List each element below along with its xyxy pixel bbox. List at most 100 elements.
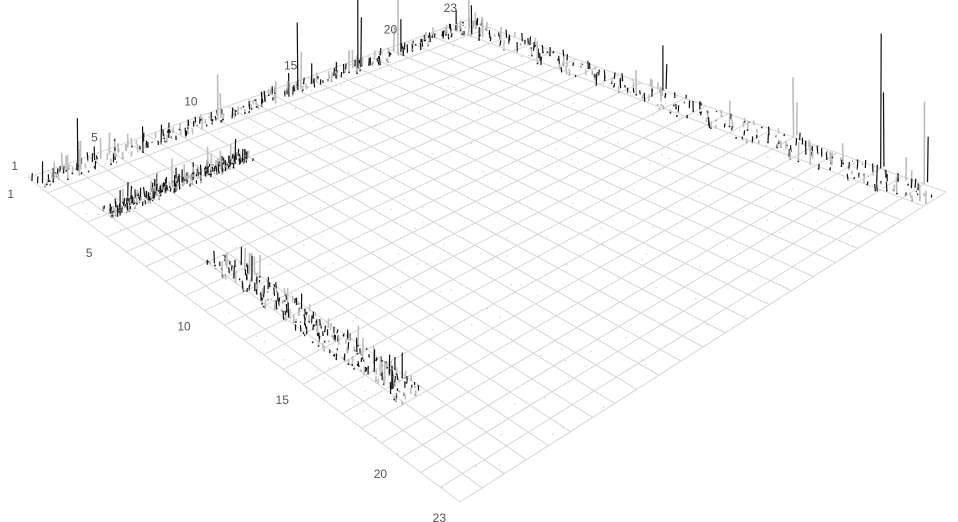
peak-band-1-dot bbox=[686, 116, 688, 119]
surface-dot bbox=[431, 328, 434, 331]
peak-band-1-mark bbox=[723, 123, 726, 128]
peak-band-2-dot bbox=[162, 187, 165, 189]
peak-band-0-dot bbox=[95, 158, 98, 161]
peak-band-1-dot bbox=[708, 126, 711, 129]
peak-band-2-dot bbox=[153, 198, 156, 200]
surface-dot bbox=[741, 210, 744, 212]
peak-band-3-mark bbox=[394, 375, 396, 383]
surface-dot bbox=[506, 236, 508, 239]
surface-dot bbox=[229, 115, 231, 117]
peak-band-1-mark bbox=[598, 69, 600, 76]
surface-dot bbox=[394, 175, 396, 177]
peak-band-0-mark bbox=[179, 129, 182, 136]
peak-band-2-dot bbox=[210, 173, 213, 176]
peak-band-3-mark bbox=[351, 356, 354, 366]
peak-band-1-dot bbox=[507, 42, 510, 45]
surface-dot bbox=[819, 233, 822, 236]
peak-band-2-mark bbox=[252, 158, 254, 162]
peak-band-0-dot bbox=[67, 168, 70, 170]
y-tick-label: 5 bbox=[86, 246, 93, 260]
peak-band-1-mark bbox=[885, 181, 888, 191]
peak-band-1-dot bbox=[817, 168, 820, 170]
peak-band-0-mark bbox=[257, 104, 260, 110]
peak-band-1-mark bbox=[897, 178, 899, 183]
peak-band-1-mark bbox=[841, 143, 844, 164]
peak-band-2-mark bbox=[130, 186, 133, 199]
peak-band-0-mark bbox=[184, 127, 187, 137]
peak-band-0-mark bbox=[442, 30, 445, 39]
peak-band-0-dot bbox=[459, 27, 462, 30]
peak-band-2-dot bbox=[172, 181, 174, 184]
peak-band-1-dot bbox=[788, 155, 790, 158]
peak-band-1-dot bbox=[825, 158, 828, 160]
peak-band-2-dot bbox=[224, 169, 227, 172]
peak-band-1-dot bbox=[562, 64, 565, 67]
peak-band-1-dot bbox=[478, 39, 480, 41]
peak-band-0-dot bbox=[330, 80, 333, 83]
peak-band-2-dot bbox=[165, 190, 168, 193]
peak-band-0-dot bbox=[449, 31, 452, 34]
surface-dot bbox=[676, 144, 679, 146]
peak-band-1-dot bbox=[847, 179, 849, 182]
y-tick-label: 20 bbox=[374, 467, 388, 481]
surface-dot bbox=[602, 406, 605, 409]
peak-band-1-dot bbox=[720, 115, 723, 117]
peak-band-0-dot bbox=[194, 122, 197, 124]
surface-dot bbox=[323, 267, 325, 269]
peak-band-1-mark bbox=[876, 184, 878, 192]
peak-band-3-dot bbox=[331, 335, 334, 338]
peak-band-1-dot bbox=[677, 111, 680, 114]
peak-band-1-dot bbox=[924, 202, 927, 204]
peak-band-2-dot bbox=[149, 193, 151, 196]
surface-dot bbox=[766, 301, 768, 303]
peak-band-3-mark bbox=[288, 308, 291, 316]
peak-band-0-dot bbox=[44, 186, 46, 188]
peak-band-0-dot bbox=[170, 137, 173, 139]
surface-dot bbox=[332, 262, 334, 264]
peak-band-0-dot bbox=[441, 34, 444, 37]
surface-dot bbox=[625, 336, 627, 339]
peak-band-0-dot bbox=[254, 99, 257, 102]
surface-dot bbox=[450, 289, 453, 291]
surface-dot bbox=[791, 188, 794, 190]
peak-band-1-dot bbox=[804, 152, 807, 155]
peak-band-2-dot bbox=[159, 194, 162, 197]
surface-dot bbox=[359, 160, 362, 162]
peak-band-3-dot bbox=[327, 340, 330, 343]
peak-band-1-mark bbox=[706, 110, 710, 119]
surface-dot bbox=[470, 142, 473, 145]
peak-band-0-mark bbox=[380, 48, 383, 55]
peak-band-1-dot bbox=[907, 184, 909, 186]
peak-band-0-dot bbox=[361, 64, 364, 67]
peak-band-1-dot bbox=[743, 120, 746, 123]
surface-dot bbox=[351, 121, 353, 124]
peak-band-0-dot bbox=[461, 33, 464, 36]
peak-band-0-dot bbox=[165, 140, 168, 143]
peak-band-0-dot bbox=[192, 125, 195, 128]
peak-band-1-dot bbox=[709, 127, 712, 130]
peak-band-3-dot bbox=[258, 276, 261, 278]
peak-band-3-mark bbox=[391, 377, 394, 389]
peak-band-0-mark bbox=[178, 123, 182, 130]
grid-line-x bbox=[322, 136, 794, 400]
peak-band-3-dot bbox=[323, 330, 326, 333]
surface-dot bbox=[374, 125, 376, 127]
peak-band-3-mark bbox=[228, 260, 231, 265]
peak-band-2-dot bbox=[135, 202, 138, 205]
peak-band-1-dot bbox=[685, 97, 688, 100]
peak-band-3-dot bbox=[283, 300, 286, 302]
surface-dot bbox=[608, 127, 610, 129]
peak-band-3-dot bbox=[255, 292, 258, 295]
peak-band-2-dot bbox=[238, 162, 241, 165]
surface-dot bbox=[353, 83, 356, 85]
surface-dot bbox=[520, 283, 522, 286]
surface-dot bbox=[303, 98, 305, 100]
surface-dot bbox=[201, 207, 203, 210]
peak-band-1-dot bbox=[635, 93, 638, 96]
surface-dot bbox=[699, 265, 701, 268]
peak-band-0-dot bbox=[427, 44, 430, 47]
peak-band-0-dot bbox=[335, 69, 338, 72]
surface-dot bbox=[356, 98, 358, 101]
surface-dot bbox=[319, 207, 321, 209]
